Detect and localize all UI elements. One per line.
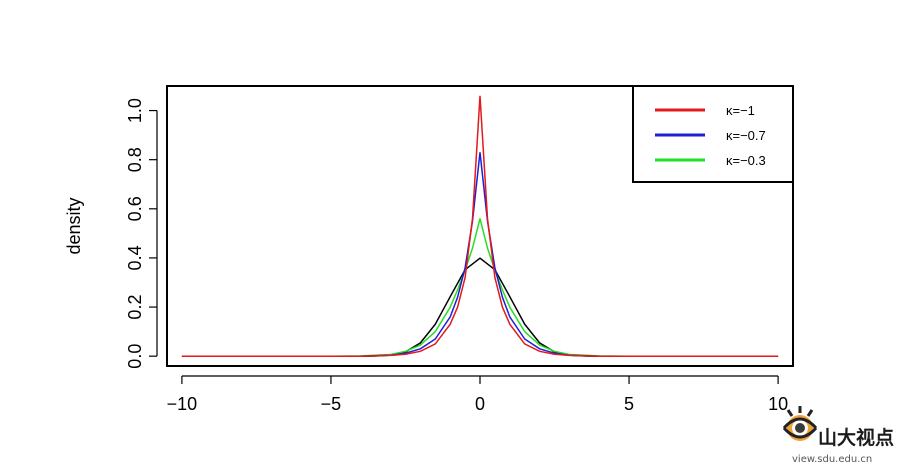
x-axis: −10 −5 0 5 10 <box>167 375 788 414</box>
x-tick-label: −10 <box>167 394 198 414</box>
y-tick-label: 0.0 <box>125 344 145 369</box>
x-tick-label: 5 <box>624 394 634 414</box>
legend-label: κ=−1 <box>726 103 755 118</box>
watermark-url: view.sdu.edu.cn <box>792 454 872 465</box>
plot-frame <box>166 85 794 367</box>
series-layer <box>181 95 779 357</box>
watermark-brand: 山大视点 <box>818 426 894 449</box>
y-axis: 0.0 0.2 0.4 0.6 0.8 1.0 <box>125 98 158 369</box>
legend: κ=−1 κ=−0.7 κ=−0.3 <box>632 85 794 183</box>
series-line-0 <box>181 95 779 357</box>
legend-label: κ=−0.3 <box>726 153 766 168</box>
watermark-logo: 山大视点 view.sdu.edu.cn <box>782 406 894 465</box>
x-tick-label: 10 <box>768 394 788 414</box>
x-tick-label: 0 <box>475 394 485 414</box>
series-line-2 <box>181 218 779 357</box>
y-tick-label: 1.0 <box>125 98 145 123</box>
y-tick-label: 0.2 <box>125 295 145 320</box>
y-axis-title: density <box>64 197 84 254</box>
y-tick-label: 0.8 <box>125 147 145 172</box>
series-line-3 <box>360 257 600 357</box>
legend-label: κ=−0.7 <box>726 128 766 143</box>
x-tick-label: −5 <box>321 394 342 414</box>
y-tick-label: 0.4 <box>125 245 145 270</box>
eye-logo-icon <box>782 406 818 441</box>
y-tick-label: 0.6 <box>125 196 145 221</box>
